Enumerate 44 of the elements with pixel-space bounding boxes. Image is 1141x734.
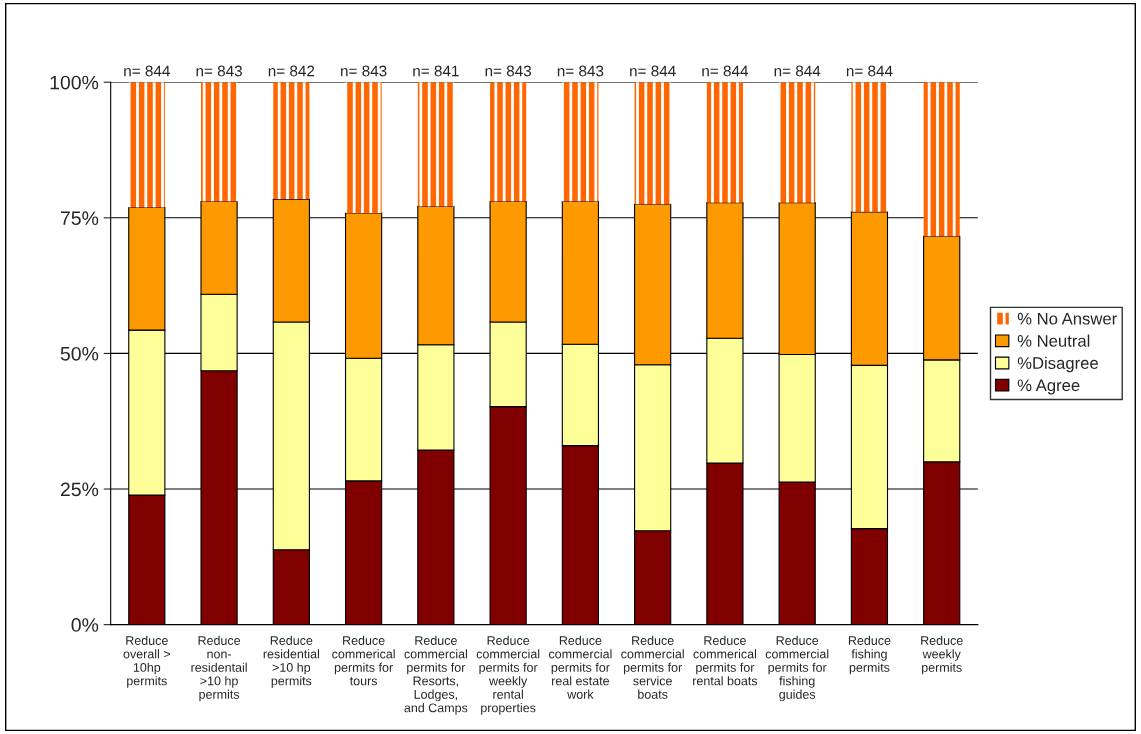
annotation: n= 841	[413, 65, 459, 77]
y-tick-label: 0%	[71, 618, 99, 632]
bar	[851, 82, 888, 212]
annotation: n= 843	[196, 65, 242, 77]
legend-label: %Disagree	[1017, 356, 1098, 373]
y-tick-label: 50%	[60, 346, 99, 361]
bar	[490, 82, 527, 202]
x-tick-label: Reduce commerical permits for tours	[332, 635, 395, 686]
x-tick-label: Reduce commercial permits for real estate work	[548, 635, 612, 699]
x-tick-label: Reduce residential >10 hp permits	[263, 635, 319, 688]
bar	[273, 82, 310, 200]
legend-label: % No Answer	[1017, 312, 1117, 325]
bar	[779, 82, 816, 203]
annotation: n= 843	[341, 65, 387, 77]
x-tick-label: Reduce commercial permits for weekly rental properties	[476, 635, 540, 715]
annotation: n= 843	[485, 65, 532, 77]
bar	[128, 82, 165, 208]
x-tick-label: Reduce commercial permits for fishing guides	[765, 635, 829, 702]
annotation: n= 843	[557, 65, 604, 77]
x-tick-label: Reduce commercial permits for service boats	[621, 635, 684, 699]
bar	[417, 82, 454, 207]
x-tick-label: Reduce commercial permits for Resorts, Lodges, and Camps	[404, 635, 468, 715]
y-tick-label: 100%	[50, 75, 99, 90]
x-tick-label: Reduce non- residentail >10 hp permits	[191, 635, 247, 702]
annotation: n= 842	[268, 65, 315, 77]
bar	[634, 82, 671, 205]
bar	[201, 82, 238, 202]
bar	[923, 82, 960, 237]
x-tick-label: Reduce commerical permits for rental boats	[693, 635, 758, 686]
annotation: n= 844	[702, 65, 749, 77]
legend-label: % Agree	[1017, 379, 1080, 395]
x-tick-label: Reduce overall > 10hp permits	[123, 635, 170, 688]
annotation: n= 844	[630, 65, 676, 77]
bar	[562, 82, 599, 202]
bar	[345, 82, 382, 213]
bar	[706, 82, 743, 203]
x-tick-label: Reduce weekly permits	[921, 635, 963, 675]
legend-label: % Neutral	[1017, 334, 1090, 347]
annotation: n= 844	[774, 65, 821, 77]
y-tick-label: 25%	[60, 482, 99, 497]
annotation: n= 844	[846, 65, 893, 77]
x-tick-label: Reduce fishing permits	[848, 635, 891, 675]
annotation: n= 844	[124, 65, 170, 77]
y-tick-label: 75%	[60, 211, 99, 226]
